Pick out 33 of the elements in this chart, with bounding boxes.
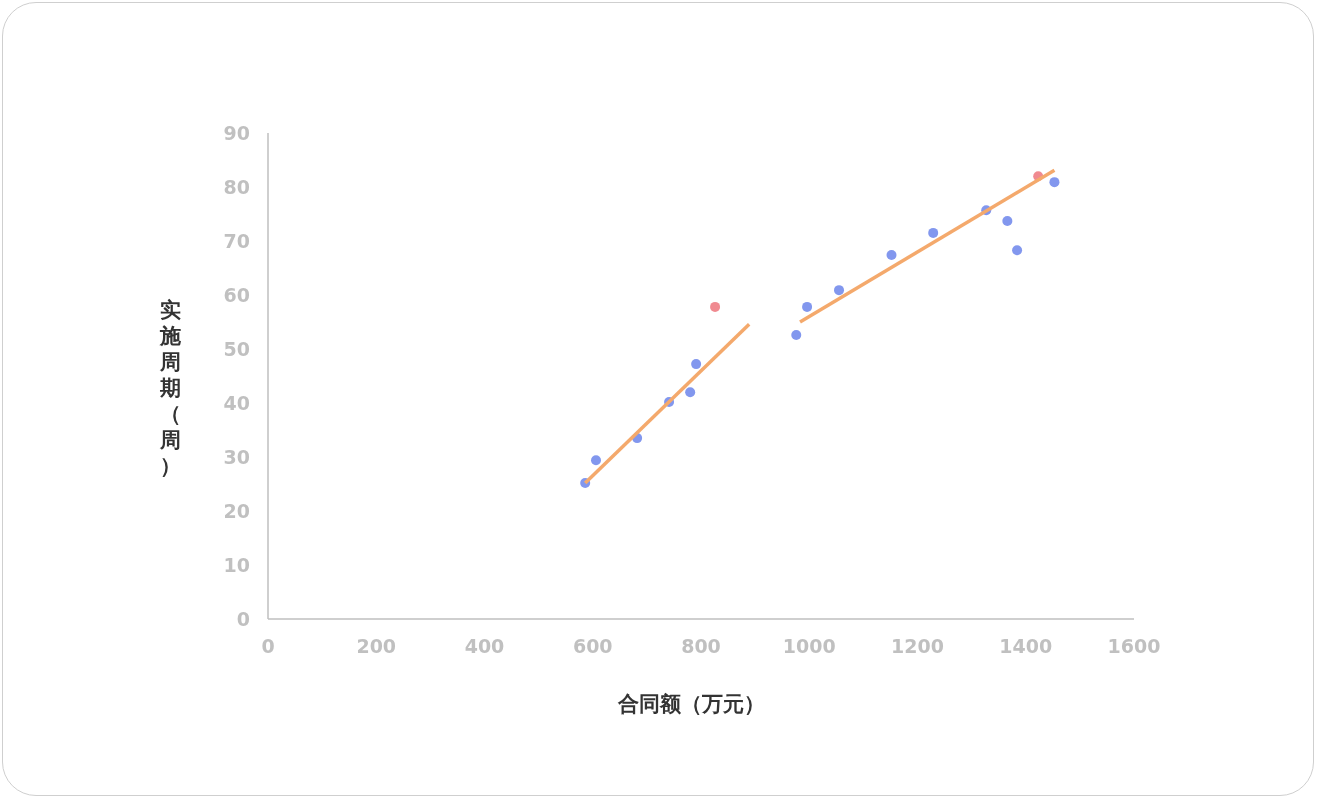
x-tick-label: 400 xyxy=(464,635,505,657)
point xyxy=(1012,245,1023,256)
x-axis-title: 合同额（万元） xyxy=(616,692,765,716)
point xyxy=(1002,216,1013,227)
y-tick-label: 80 xyxy=(223,176,250,198)
x-tick-label: 1400 xyxy=(999,635,1053,657)
y-tick-label: 20 xyxy=(223,500,250,522)
point xyxy=(886,250,897,261)
point xyxy=(1049,177,1060,188)
point xyxy=(791,329,802,340)
y-tick-label: 70 xyxy=(223,230,250,252)
x-tick-label: 1000 xyxy=(782,635,836,657)
point xyxy=(691,359,702,370)
y-tick-label: 30 xyxy=(223,446,250,468)
y-tick-label: 90 xyxy=(223,122,250,144)
point xyxy=(834,285,845,296)
y-tick-label: 50 xyxy=(223,338,250,360)
x-tick-label: 0 xyxy=(261,635,275,657)
point xyxy=(685,387,696,398)
x-tick-label: 200 xyxy=(356,635,397,657)
y-tick-label: 10 xyxy=(223,554,250,576)
point xyxy=(928,227,939,238)
y-tick-label: 40 xyxy=(223,392,250,414)
y-axis-title: 实施周期（周） xyxy=(158,297,182,479)
x-tick-label: 1600 xyxy=(1107,635,1161,657)
y-tick-label: 0 xyxy=(236,608,250,630)
y-tick-label: 60 xyxy=(223,284,250,306)
point xyxy=(802,301,813,312)
x-tick-label: 800 xyxy=(681,635,721,657)
point xyxy=(710,301,721,312)
x-tick-label: 600 xyxy=(572,635,613,657)
point xyxy=(591,455,601,466)
x-tick-label: 1200 xyxy=(891,635,944,657)
